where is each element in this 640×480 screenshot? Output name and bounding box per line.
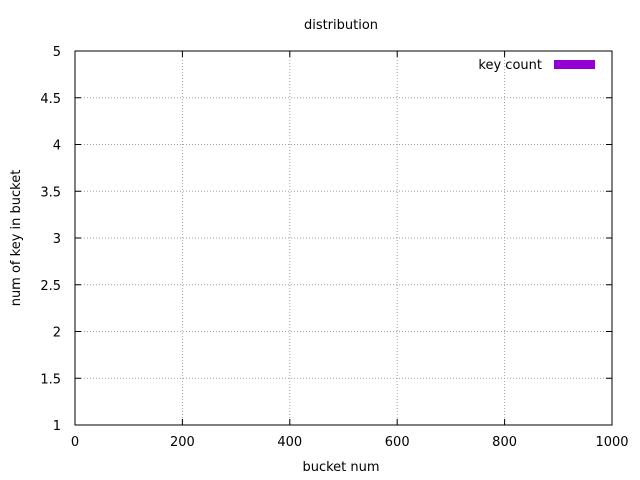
x-axis-ticks: 0 200 400 600 800 1000 (71, 51, 629, 450)
legend: key count (478, 58, 595, 73)
grid (75, 51, 612, 425)
legend-swatch-key-count (554, 60, 595, 69)
y-tick-label: 3 (53, 232, 61, 247)
x-axis-label: bucket num (302, 460, 379, 475)
y-tick-label: 4.5 (40, 92, 61, 107)
y-tick-label: 1 (53, 419, 61, 434)
y-axis-label: num of key in bucket (9, 170, 24, 307)
plot-frame (74, 50, 613, 426)
y-tick-label: 5 (53, 45, 61, 60)
y-tick-label: 2.5 (40, 279, 61, 294)
y-tick-label: 2 (53, 326, 61, 341)
y-tick-label: 4 (53, 139, 61, 154)
x-tick-label: 1000 (595, 435, 628, 450)
legend-label-key-count: key count (478, 58, 542, 73)
x-tick-label: 800 (492, 435, 517, 450)
x-tick-label: 400 (277, 435, 302, 450)
y-tick-label: 3.5 (40, 185, 61, 200)
x-tick-label: 600 (385, 435, 410, 450)
y-axis-ticks: 1 1.5 2 2.5 3 3.5 4 4.5 5 (40, 45, 612, 434)
y-tick-label: 1.5 (40, 372, 61, 387)
x-tick-label: 200 (170, 435, 195, 450)
x-tick-label: 0 (71, 435, 79, 450)
chart-title: distribution (304, 18, 378, 33)
